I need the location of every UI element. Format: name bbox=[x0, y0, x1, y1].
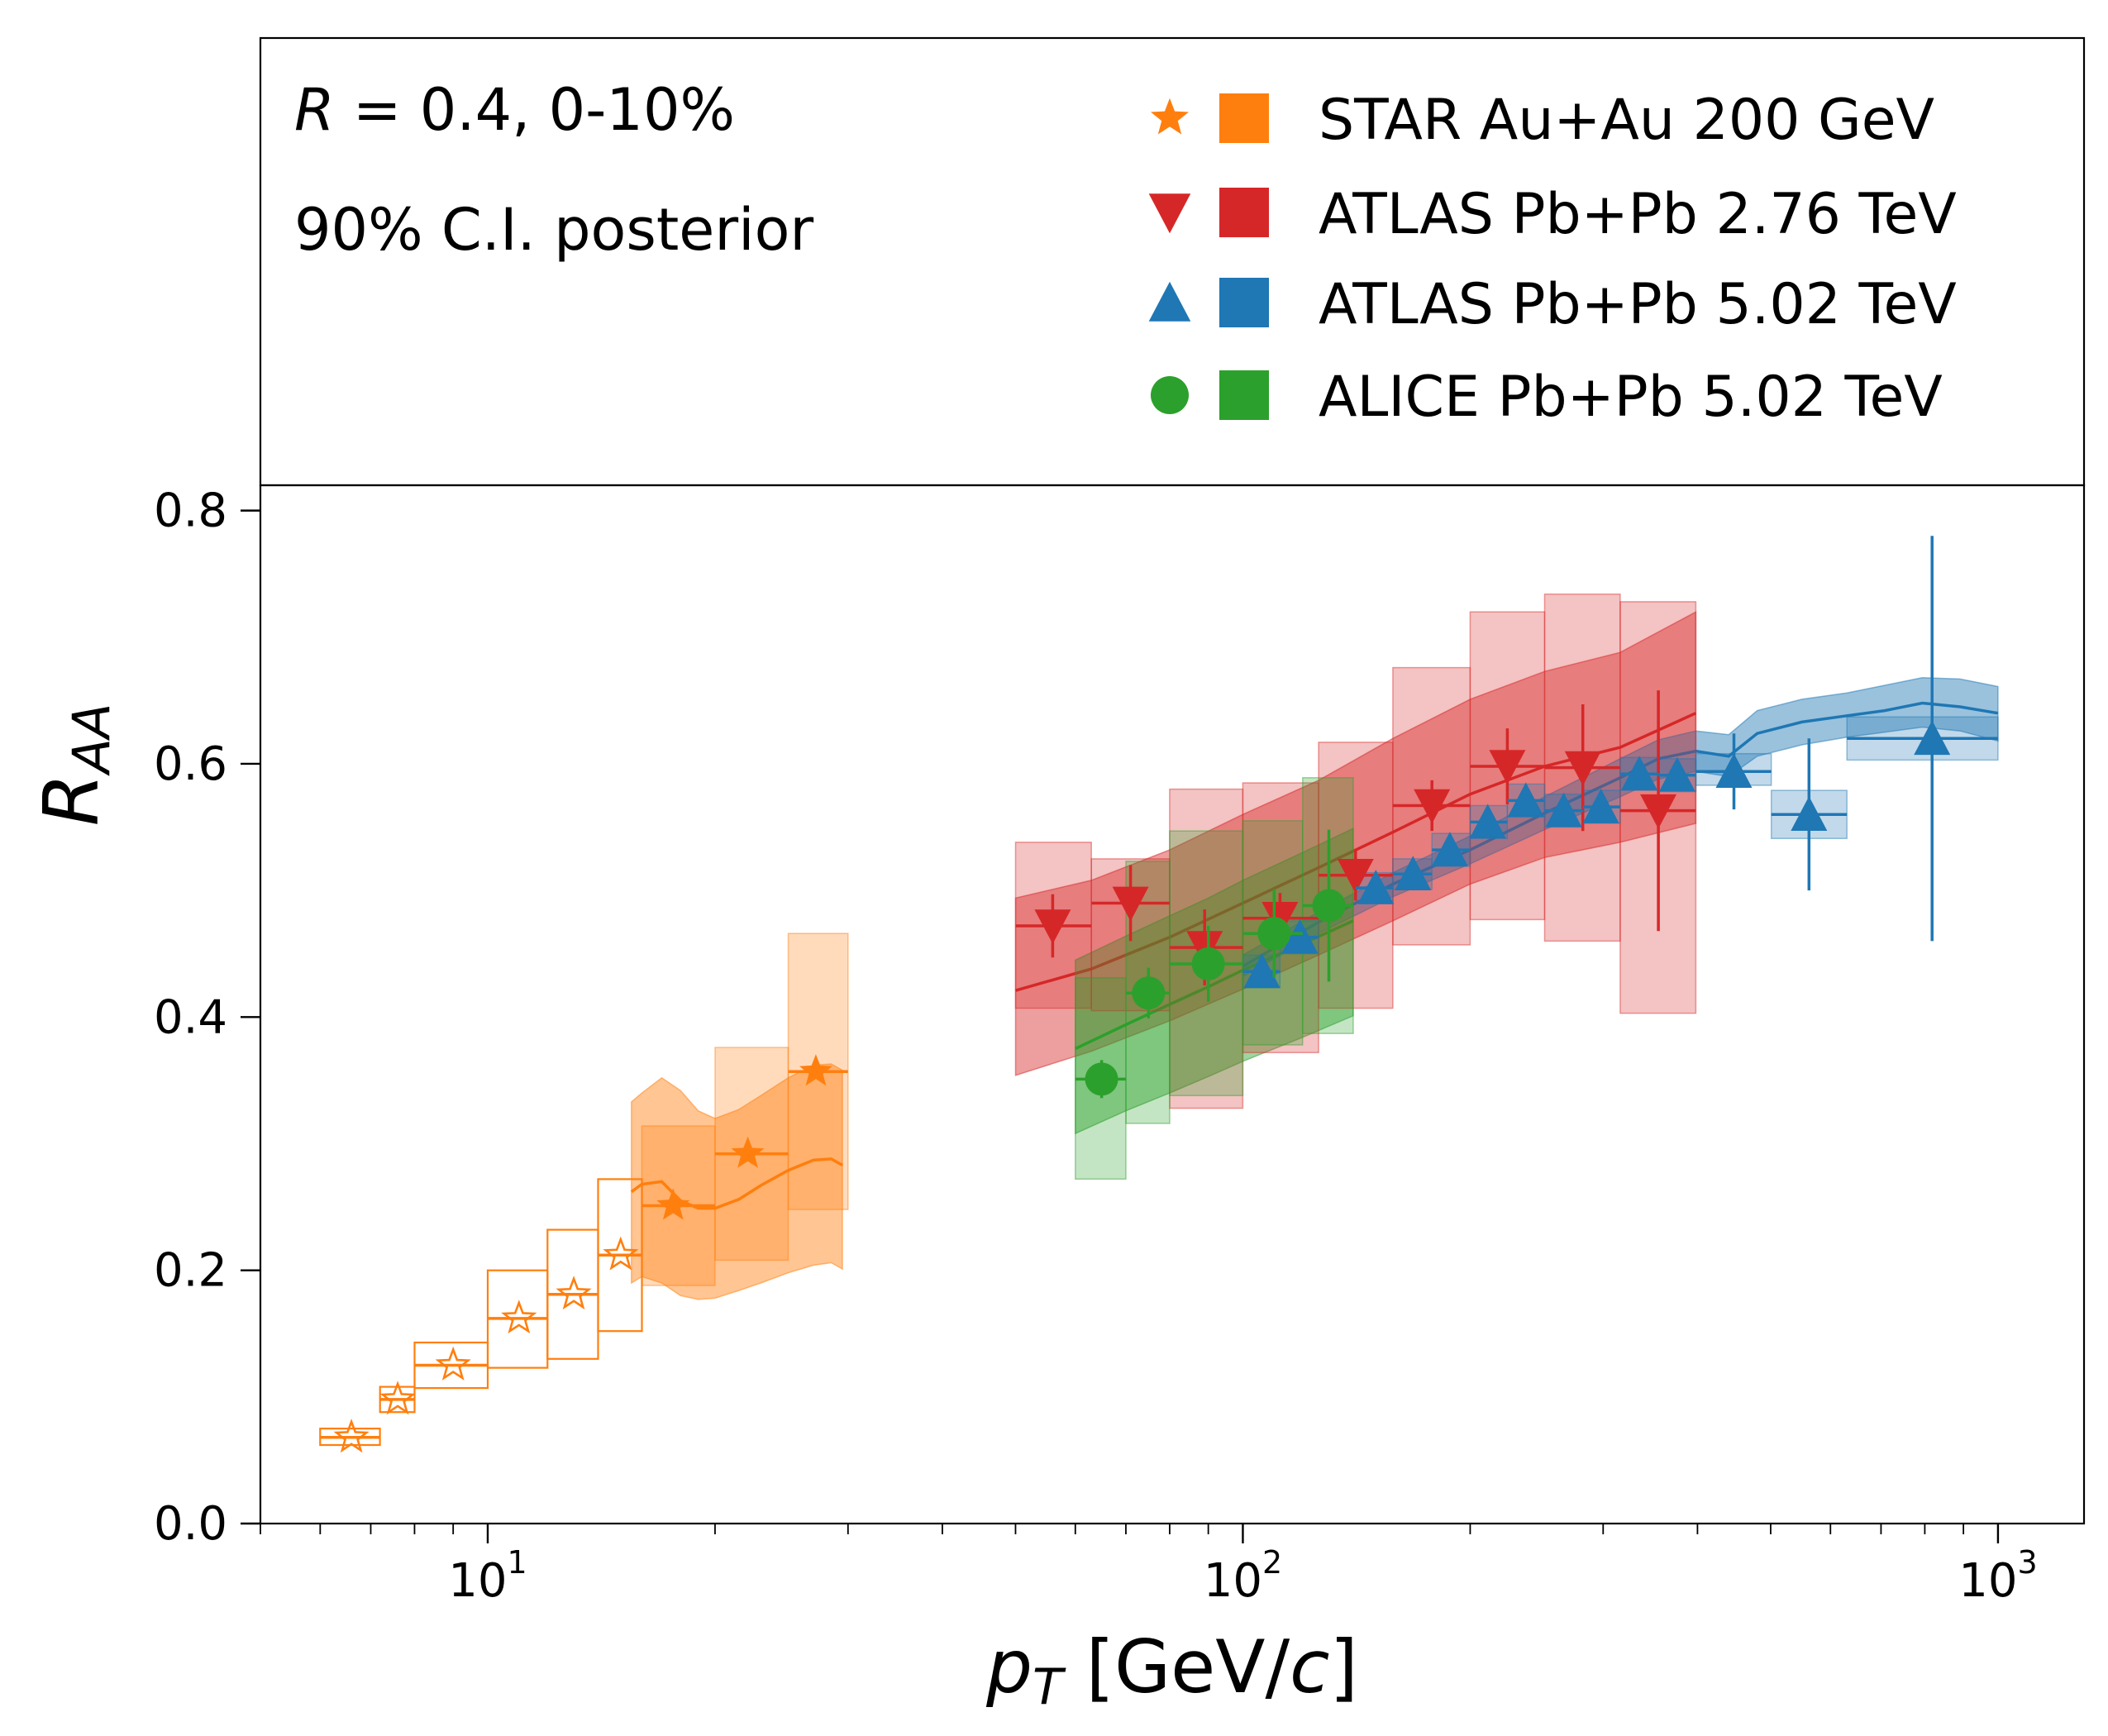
data-point-2-4 bbox=[1337, 858, 1374, 894]
legend: STAR Au+Au 200 GeV ATLAS Pb+Pb 2.76 TeV AT… bbox=[1148, 88, 1957, 430]
posterior-band-1 bbox=[1014, 610, 1697, 1076]
legend-marker-3 bbox=[1151, 376, 1189, 414]
data-point-3-3 bbox=[1395, 856, 1432, 891]
data-point-0-3 bbox=[501, 1300, 537, 1334]
data-point-4-0 bbox=[1085, 1062, 1118, 1096]
legend-swatch-3 bbox=[1219, 370, 1269, 420]
y-tick-label-1: 0.2 bbox=[154, 1244, 227, 1298]
axes: 0.0 0.2 0.4 0.6 0.8 101 102 103 bbox=[154, 484, 2038, 1608]
data-point-0-2 bbox=[435, 1346, 471, 1381]
axis-labels: pT [GeV/c] RAA bbox=[27, 703, 1358, 1716]
y-tick-label-2: 0.4 bbox=[154, 990, 227, 1044]
x-tick-label-0: 101 bbox=[448, 1544, 527, 1608]
data-point-1-2 bbox=[799, 1054, 832, 1086]
data-point-3-8 bbox=[1582, 789, 1619, 823]
data-point-3-0 bbox=[1243, 953, 1281, 988]
y-axis-label: RAA bbox=[27, 703, 122, 827]
data-point-3-4 bbox=[1431, 832, 1468, 866]
data-point-3-2 bbox=[1357, 870, 1395, 904]
data-point-0-5 bbox=[603, 1236, 639, 1271]
legend-label-2: ATLAS Pb+Pb 5.02 TeV bbox=[1319, 272, 1957, 337]
data-point-3-11 bbox=[1715, 753, 1753, 788]
legend-swatch-1 bbox=[1219, 188, 1269, 237]
data-point-4-3 bbox=[1257, 917, 1291, 951]
annotation-ci: 90% C.I. posterior bbox=[294, 196, 813, 264]
legend-marker-2 bbox=[1148, 281, 1191, 322]
data-point-1-0 bbox=[656, 1188, 690, 1220]
data-point-2-0 bbox=[1034, 909, 1071, 945]
annotation-radius: R = 0.4, 0-10% bbox=[294, 76, 735, 144]
data-points bbox=[320, 536, 1998, 1453]
legend-label-3: ALICE Pb+Pb 5.02 TeV bbox=[1319, 365, 1943, 430]
data-point-0-1 bbox=[379, 1381, 416, 1415]
legend-marker-1 bbox=[1148, 193, 1191, 234]
data-point-4-1 bbox=[1132, 976, 1166, 1010]
data-point-3-5 bbox=[1469, 804, 1506, 839]
data-point-3-12 bbox=[1791, 796, 1828, 832]
header-box: R = 0.4, 0-10% 90% C.I. posterior STAR A… bbox=[259, 36, 2086, 487]
legend-label-1: ATLAS Pb+Pb 2.76 TeV bbox=[1319, 182, 1957, 247]
posterior-median-0 bbox=[630, 1157, 843, 1210]
y-tick-label-3: 0.6 bbox=[154, 737, 227, 791]
data-point-0-4 bbox=[556, 1276, 592, 1310]
header-frame bbox=[259, 36, 2086, 487]
posterior-band-0 bbox=[631, 1063, 843, 1300]
data-point-4-4 bbox=[1312, 889, 1346, 923]
data-point-1-1 bbox=[731, 1136, 765, 1168]
data-point-2-6 bbox=[1489, 750, 1526, 785]
y-tick-label-4: 0.8 bbox=[154, 484, 227, 538]
data-point-3-9 bbox=[1621, 756, 1658, 791]
legend-marker-0 bbox=[1151, 98, 1189, 135]
data-point-2-1 bbox=[1112, 886, 1149, 922]
data-point-0-0 bbox=[333, 1419, 370, 1453]
x-tick-label-2: 103 bbox=[1958, 1544, 2037, 1608]
data-point-3-1 bbox=[1281, 918, 1319, 954]
data-point-3-7 bbox=[1545, 792, 1582, 827]
data-point-4-2 bbox=[1191, 947, 1225, 980]
data-point-2-8 bbox=[1640, 794, 1677, 829]
legend-swatch-0 bbox=[1219, 93, 1269, 143]
data-point-3-10 bbox=[1658, 756, 1695, 792]
posterior-bands bbox=[630, 610, 1999, 1300]
data-point-2-5 bbox=[1414, 789, 1451, 824]
data-point-3-6 bbox=[1507, 782, 1544, 818]
legend-swatch-2 bbox=[1219, 278, 1269, 327]
data-point-2-7 bbox=[1564, 751, 1601, 786]
x-tick-label-1: 102 bbox=[1204, 1544, 1282, 1608]
legend-label-0: STAR Au+Au 200 GeV bbox=[1319, 88, 1934, 153]
x-axis-label: pT [GeV/c] bbox=[985, 1624, 1358, 1716]
y-tick-label-0: 0.0 bbox=[154, 1497, 227, 1551]
posterior-median-2 bbox=[1242, 701, 1999, 968]
data-point-3-13 bbox=[1914, 720, 1951, 756]
